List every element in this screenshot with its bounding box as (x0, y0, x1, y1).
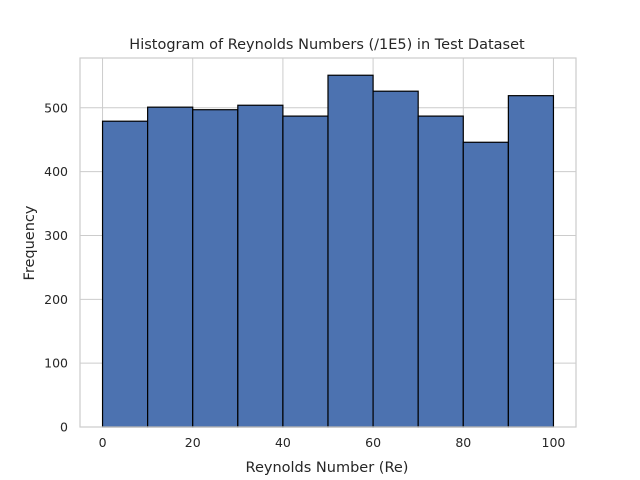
histogram-bar (507, 95, 555, 428)
x-tick-labels: 0 20 40 60 80 100 (99, 435, 566, 450)
plot-frame (79, 57, 577, 428)
histogram-bar (147, 106, 194, 428)
histogram-bar (192, 109, 239, 428)
y-tick-label: 500 (44, 100, 68, 115)
chart-title: Histogram of Reynolds Numbers (/1E5) in … (129, 37, 525, 53)
histogram-bar (462, 141, 509, 428)
bars-layer (101, 74, 555, 428)
histogram-bar (237, 104, 284, 428)
x-axis-label: Reynolds Number (Re) (246, 460, 409, 476)
y-axis-label: Frequency (22, 205, 38, 280)
x-tick-label: 40 (275, 435, 291, 450)
y-tick-label: 200 (44, 292, 68, 307)
histogram-bar (101, 120, 149, 428)
y-tick-labels: 0 100 200 300 400 500 (44, 100, 68, 434)
histogram-bar (282, 115, 329, 428)
x-tick-label: 100 (542, 435, 566, 450)
x-tick-label: 60 (365, 435, 381, 450)
y-tick-label: 400 (44, 164, 68, 179)
x-tick-label: 20 (185, 435, 201, 450)
histogram-bar (327, 74, 374, 428)
x-tick-label: 0 (99, 435, 107, 450)
x-tick-label: 80 (455, 435, 471, 450)
histogram-bar (417, 115, 464, 428)
histogram-bar (372, 90, 419, 428)
y-tick-label: 100 (44, 356, 68, 371)
y-tick-label: 300 (44, 228, 68, 243)
y-tick-label: 0 (60, 420, 68, 435)
